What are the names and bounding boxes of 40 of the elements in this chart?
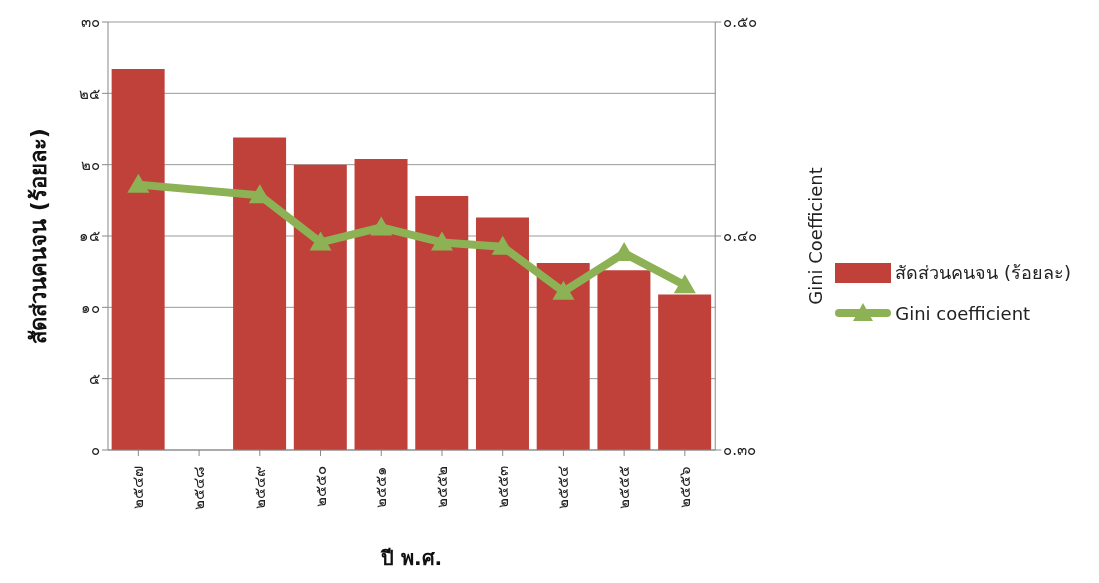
- x-tick-label: ๒๕๕๐: [311, 466, 330, 507]
- x-tick-label: ๒๕๕๖: [675, 466, 694, 508]
- x-tick-label: ๒๕๕๓: [493, 466, 512, 508]
- bar: [111, 69, 165, 450]
- y-tick-label: ๒๐: [81, 155, 100, 174]
- bar: [415, 196, 469, 450]
- y2-tick-label: ๐.๕๐: [723, 13, 757, 32]
- point: [430, 231, 453, 251]
- x-tick-label: ๒๕๕๒: [432, 466, 451, 508]
- x-tick-label: ๒๕๕๑: [372, 466, 391, 508]
- y2-tick-label: ๐.๓๐: [723, 441, 756, 460]
- y2-tick-label: ๐.๔๐: [723, 227, 757, 246]
- y-tick-label: ๐: [91, 441, 100, 460]
- x-tick-label: ๒๕๕๕: [615, 466, 634, 509]
- y2-axis-title: Gini Coefficient: [804, 167, 826, 305]
- bar: [597, 270, 651, 450]
- legend-label: สัดส่วนคนจน (ร้อยละ): [895, 261, 1071, 285]
- point: [370, 216, 393, 236]
- y-axis-title: สัดส่วนคนจน (ร้อยละ): [25, 128, 51, 344]
- bar: [658, 294, 712, 450]
- y-tick-label: ๕: [89, 369, 100, 388]
- bar: [536, 263, 590, 450]
- legend-label: Gini coefficient: [895, 302, 1031, 324]
- x-tick-label: ๒๕๔๘: [190, 466, 209, 510]
- x-tick-label: ๒๕๔๗: [129, 466, 148, 509]
- bar: [475, 217, 529, 450]
- x-tick-label: ๒๕๔๙: [250, 466, 269, 509]
- point: [127, 173, 150, 193]
- bar: [354, 158, 408, 450]
- y-tick-label: ๑๕: [79, 227, 100, 246]
- y-tick-label: ๓๐: [81, 13, 100, 32]
- bar: [293, 164, 347, 450]
- bar: [233, 137, 287, 450]
- y-tick-label: ๒๕: [79, 84, 100, 103]
- y-tick-label: ๑๐: [81, 298, 100, 317]
- point: [552, 280, 575, 300]
- point: [309, 231, 332, 251]
- point: [673, 274, 696, 294]
- x-axis-title: ปี พ.ศ.: [380, 546, 443, 570]
- x-tick-label: ๒๕๕๔: [554, 466, 573, 509]
